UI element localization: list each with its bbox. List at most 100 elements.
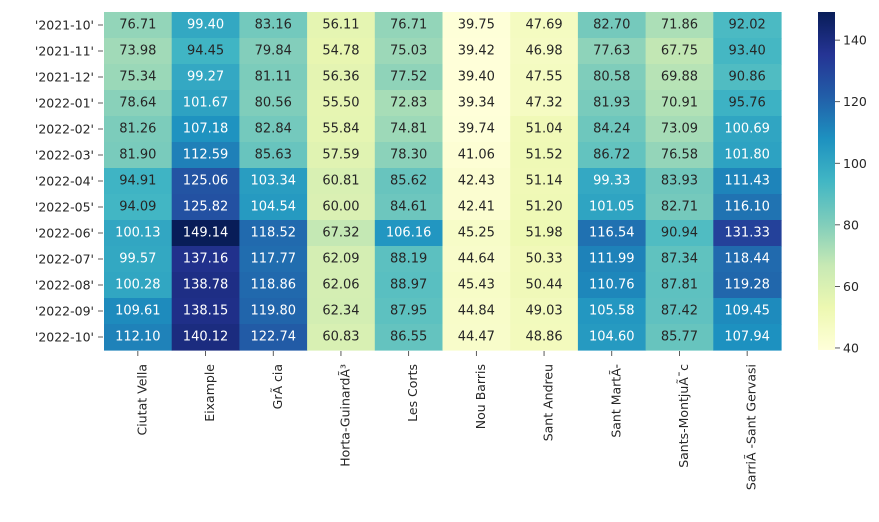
cell-value-label: 49.03 bbox=[525, 304, 562, 319]
heatmap-cell bbox=[442, 142, 511, 169]
cell-value-label: 42.41 bbox=[458, 200, 495, 215]
heatmap-cell bbox=[442, 64, 511, 91]
heatmap-cell bbox=[104, 324, 173, 351]
column-labels: Ciutat Vella Eixample GrÃ cia Horta-Guinard… bbox=[134, 351, 759, 490]
cell-value-label: 94.09 bbox=[119, 200, 156, 215]
heatmap-cell bbox=[374, 272, 444, 299]
cell-value-label: 125.06 bbox=[183, 174, 229, 189]
cell-value-label: 70.91 bbox=[661, 96, 698, 111]
heatmap-cell bbox=[645, 194, 714, 221]
cell-value-label: 87.42 bbox=[661, 304, 698, 319]
cell-value-label: 39.75 bbox=[458, 18, 495, 33]
heatmap-cell bbox=[171, 246, 240, 273]
cell-value-label: 100.13 bbox=[115, 226, 161, 241]
heatmap-cell bbox=[442, 168, 511, 195]
heatmap-cell bbox=[307, 272, 376, 299]
heatmap-cell bbox=[307, 298, 376, 325]
column-tick-label: Eixample bbox=[202, 364, 217, 422]
cell-value-label: 82.70 bbox=[593, 18, 630, 33]
heatmap-cell bbox=[239, 246, 308, 273]
heatmap-cell bbox=[713, 12, 782, 39]
heatmap-cell bbox=[239, 220, 308, 247]
heatmap-cell bbox=[239, 116, 308, 143]
heatmap-cell bbox=[577, 168, 647, 195]
cell-value-label: 72.83 bbox=[390, 96, 427, 111]
cell-value-label: 87.81 bbox=[661, 278, 698, 293]
heatmap-cell bbox=[713, 38, 782, 65]
heatmap-cell bbox=[104, 298, 173, 325]
heatmap-cell bbox=[239, 194, 308, 221]
heatmap-cell bbox=[442, 12, 511, 39]
colorbar-tick-label: 80 bbox=[843, 217, 859, 232]
heatmap-cell bbox=[239, 298, 308, 325]
heatmap-cell bbox=[374, 194, 444, 221]
cell-value-label: 69.88 bbox=[661, 70, 698, 85]
cell-value-label: 67.32 bbox=[322, 226, 359, 241]
heatmap-cell bbox=[307, 194, 376, 221]
cell-value-label: 111.99 bbox=[589, 252, 635, 267]
row-tick-label: '2022-09' bbox=[35, 304, 94, 319]
heatmap-cell bbox=[442, 246, 511, 273]
cell-value-label: 88.97 bbox=[390, 278, 427, 293]
cell-value-label: 51.14 bbox=[525, 174, 562, 189]
cell-value-label: 105.58 bbox=[589, 304, 635, 319]
heatmap-cell bbox=[510, 168, 579, 195]
heatmap-cell bbox=[374, 90, 444, 117]
cell-value-label: 62.06 bbox=[322, 278, 359, 293]
cell-value-label: 76.71 bbox=[390, 18, 427, 33]
heatmap-cell bbox=[104, 168, 173, 195]
cell-value-label: 86.72 bbox=[593, 148, 630, 163]
cell-value-label: 42.43 bbox=[458, 174, 495, 189]
column-tick-label: Ciutat Vella bbox=[134, 364, 149, 435]
heatmap-cell bbox=[307, 246, 376, 273]
cell-value-label: 51.04 bbox=[525, 122, 562, 137]
cell-value-label: 137.16 bbox=[183, 252, 229, 267]
heatmap-cell bbox=[442, 90, 511, 117]
cell-value-label: 78.30 bbox=[390, 148, 427, 163]
colorbar-gradient bbox=[818, 12, 835, 350]
cell-value-label: 101.67 bbox=[183, 96, 229, 111]
cell-value-label: 39.34 bbox=[458, 96, 495, 111]
cell-value-label: 78.64 bbox=[119, 96, 156, 111]
cell-value-label: 95.76 bbox=[729, 96, 766, 111]
cell-value-label: 71.86 bbox=[661, 18, 698, 33]
heatmap-cell bbox=[171, 298, 240, 325]
cell-value-label: 149.14 bbox=[183, 226, 229, 241]
colorbar-tick-label: 100 bbox=[843, 156, 867, 171]
heatmap-cell bbox=[510, 324, 579, 351]
heatmap-cell bbox=[577, 12, 647, 39]
colorbar-tick-label: 40 bbox=[843, 340, 859, 355]
cell-value-label: 100.28 bbox=[115, 278, 161, 293]
heatmap-cell bbox=[171, 194, 240, 221]
heatmap-cell bbox=[442, 116, 511, 143]
cell-value-label: 39.74 bbox=[458, 122, 495, 137]
cell-value-label: 81.90 bbox=[119, 148, 156, 163]
cell-value-label: 60.81 bbox=[322, 174, 359, 189]
cell-value-label: 76.71 bbox=[119, 18, 156, 33]
cell-value-label: 56.36 bbox=[322, 70, 359, 85]
cell-value-label: 85.77 bbox=[661, 330, 698, 345]
heatmap-cell bbox=[171, 168, 240, 195]
heatmap-cell bbox=[239, 12, 308, 39]
cell-value-label: 79.84 bbox=[255, 44, 292, 59]
cell-value-label: 99.40 bbox=[187, 18, 224, 33]
column-tick-label: Sant MartÃ- bbox=[608, 364, 623, 438]
cell-value-label: 119.28 bbox=[724, 278, 770, 293]
heatmap-cell bbox=[442, 298, 511, 325]
heatmap-cell bbox=[577, 64, 647, 91]
heatmap-cell bbox=[374, 142, 444, 169]
cell-value-label: 111.43 bbox=[724, 174, 770, 189]
cell-value-label: 116.10 bbox=[724, 200, 770, 215]
heatmap-cell bbox=[374, 220, 444, 247]
heatmap-cell bbox=[577, 90, 647, 117]
row-tick-label: '2021-11' bbox=[35, 44, 94, 59]
heatmap-cell bbox=[510, 90, 579, 117]
heatmap-cell bbox=[645, 220, 714, 247]
heatmap-cell bbox=[104, 38, 173, 65]
row-tick-label: '2022-10' bbox=[35, 330, 94, 345]
cell-value-label: 87.34 bbox=[661, 252, 698, 267]
column-tick-label: SarriÃ -Sant Gervasi bbox=[744, 364, 759, 490]
heatmap-cell bbox=[510, 64, 579, 91]
heatmap-cell bbox=[510, 246, 579, 273]
row-tick-label: '2021-12' bbox=[35, 70, 94, 85]
